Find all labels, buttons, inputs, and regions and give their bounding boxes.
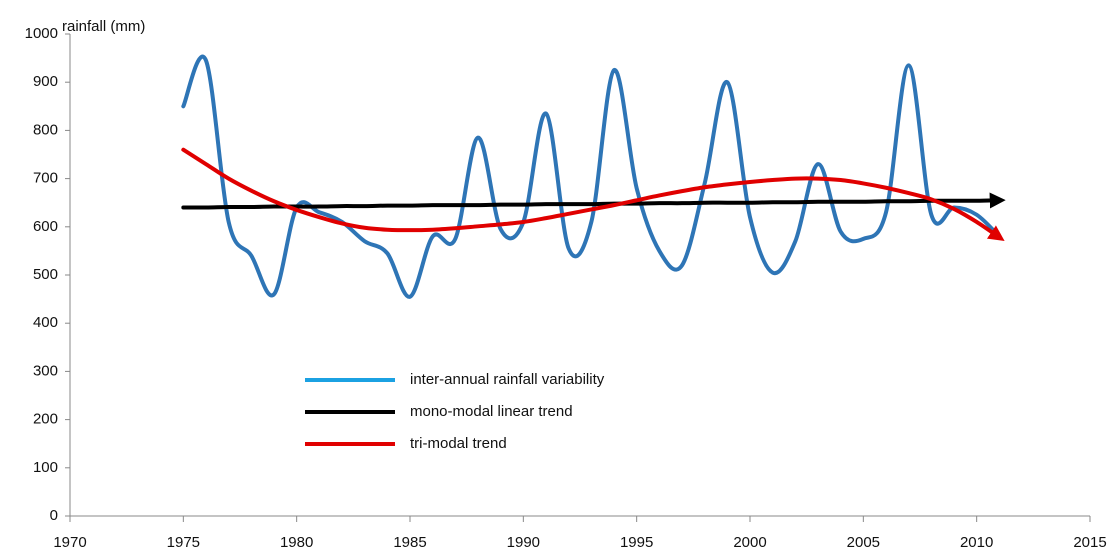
y-tick-label: 500 [33,266,58,283]
y-tick-label: 1000 [25,25,58,42]
y-tick-label: 800 [33,121,58,138]
y-tick-label: 300 [33,362,58,379]
x-tick-label: 1995 [620,534,653,551]
y-tick-label: 400 [33,314,58,331]
x-tick-label: 2015 [1073,534,1106,551]
x-tick-label: 2010 [960,534,993,551]
x-tick-label: 1980 [280,534,313,551]
y-axis-title: rainfall (mm) [62,18,145,35]
x-tick-label: 2000 [733,534,766,551]
legend-label: tri-modal trend [410,435,507,452]
y-tick-label: 700 [33,170,58,187]
legend-label: mono-modal linear trend [410,403,573,420]
series-line [181,54,1002,299]
legend-label: inter-annual rainfall variability [410,371,605,388]
series-line [181,147,1005,242]
y-tick-label: 900 [33,73,58,90]
y-tick-label: 100 [33,459,58,476]
x-tick-label: 1975 [167,534,200,551]
series-line [181,192,1006,210]
y-tick-label: 200 [33,411,58,428]
x-tick-label: 1990 [507,534,540,551]
y-tick-label: 0 [50,507,58,524]
x-tick-label: 1970 [53,534,86,551]
x-tick-label: 2005 [847,534,880,551]
x-tick-label: 1985 [393,534,426,551]
y-tick-label: 600 [33,218,58,235]
